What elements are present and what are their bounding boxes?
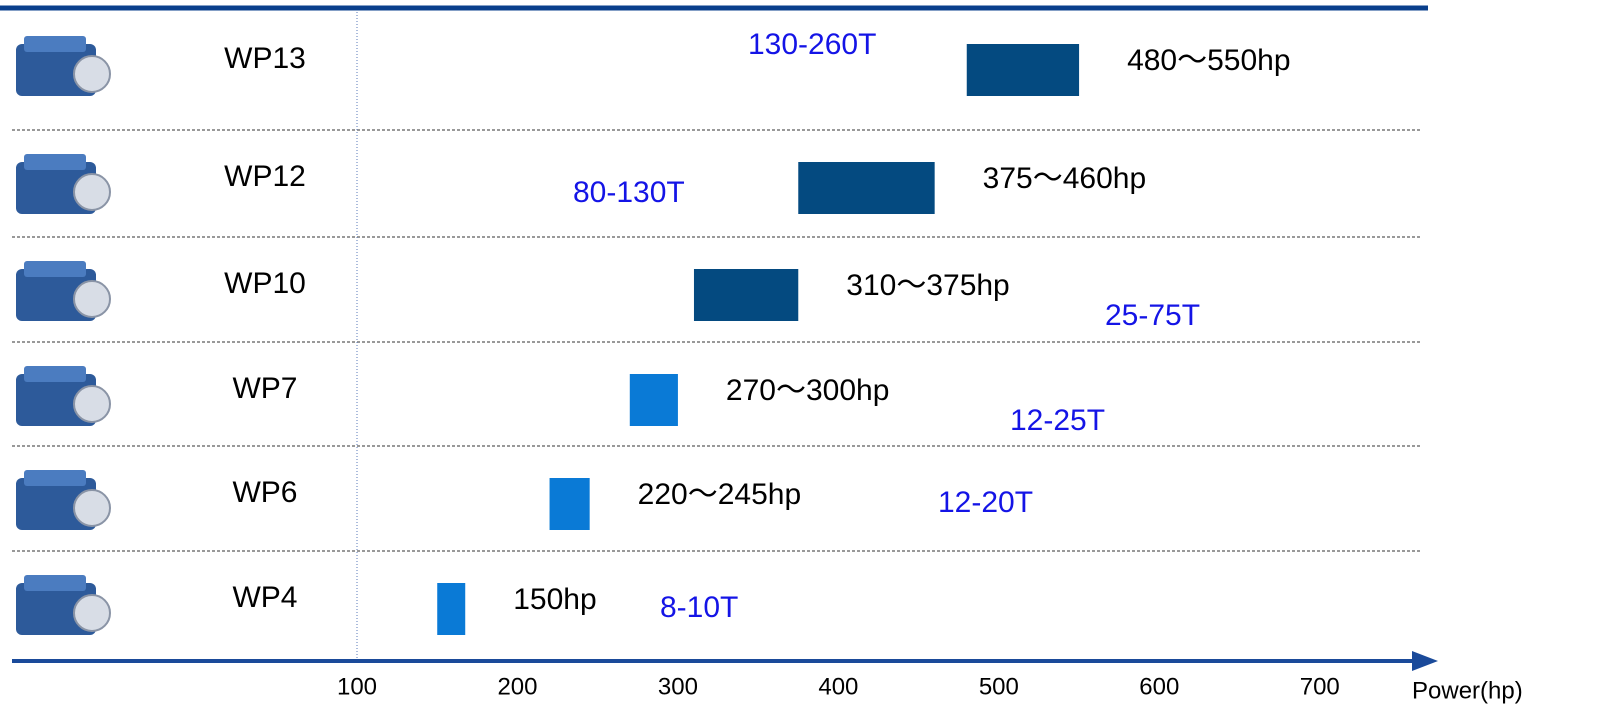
engine-icon [16,261,111,321]
engine-fan [73,594,111,632]
bar [693,269,799,321]
tonnage-label: 80-130T [573,176,685,209]
x-tick-label: 200 [497,673,537,700]
value-label: 220～245hp [638,478,801,511]
x-tick-label: 400 [818,673,858,700]
engine-icon [16,366,111,426]
engine-icon [16,575,111,635]
category-label: WP12 [224,160,306,193]
tonnage-label: 12-20T [938,486,1033,519]
x-tick-label: 100 [337,673,377,700]
tonnage-label: 8-10T [660,591,738,624]
bar [437,583,466,635]
x-tick-label: 600 [1139,673,1179,700]
bar [549,478,590,530]
engine-fan [73,173,111,211]
bar [629,374,678,426]
value-label: 270～300hp [726,374,889,407]
engine-icon [16,470,111,530]
engine-icons [16,36,111,635]
value-label: 310～375hp [846,269,1009,302]
category-label: WP4 [232,581,297,614]
engine-head [24,36,86,52]
x-tick-label: 300 [658,673,698,700]
engine-head [24,575,86,591]
category-label: WP13 [224,42,306,75]
bar [798,162,935,214]
engine-fan [73,280,111,318]
value-label: 480～550hp [1127,44,1290,77]
category-label: WP10 [224,267,306,300]
engine-head [24,366,86,382]
engine-head [24,154,86,170]
tonnage-label: 12-25T [1010,404,1105,437]
x-axis-label: Power(hp) [1412,677,1523,704]
engine-icon [16,36,111,96]
category-label: WP6 [232,476,297,509]
engine-fan [73,489,111,527]
bar [966,44,1080,96]
tonnage-label: 130-260T [748,28,876,61]
engine-head [24,470,86,486]
engine-icon [16,154,111,214]
axis-arrow [1412,651,1438,671]
engine-fan [73,385,111,423]
tonnage-label: 25-75T [1105,299,1200,332]
x-tick-label: 700 [1300,673,1340,700]
value-label: 150hp [513,583,596,616]
x-tick-label: 500 [979,673,1019,700]
engine-fan [73,55,111,93]
value-label: 375～460hp [983,162,1146,195]
engine-head [24,261,86,277]
category-label: WP7 [232,372,297,405]
